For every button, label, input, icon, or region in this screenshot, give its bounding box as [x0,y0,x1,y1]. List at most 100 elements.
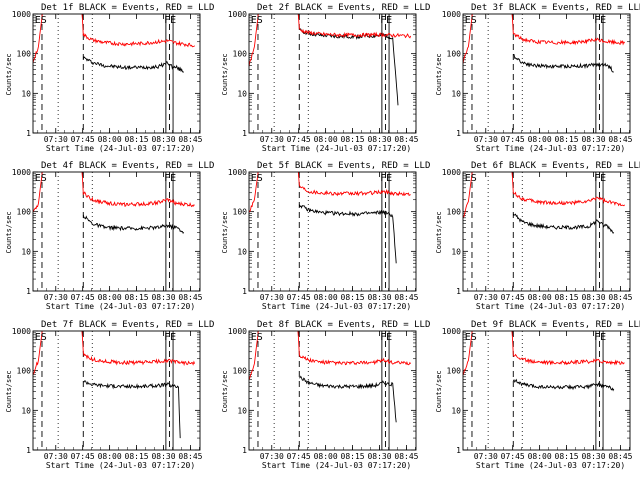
y-tick-label: 10 [237,89,247,98]
x-tick-label: 08:45 [608,135,632,144]
series-lld [463,14,625,65]
y-tick-label: 1 [26,287,31,296]
x-tick-label: 08:45 [178,135,202,144]
series-lld [33,14,195,64]
x-axis-label: Start Time (24-Jul-03 07:17:20) [476,144,625,153]
x-axis-label: Start Time (24-Jul-03 07:17:20) [46,302,195,311]
x-tick-label: 08:30 [581,452,605,461]
y-tick-label: 10 [21,89,31,98]
y-tick-label: 10 [21,406,31,415]
annotation-fe: FE [164,173,176,184]
y-tick-label: 1000 [228,327,247,336]
annotation-fe: FE [594,332,606,343]
chart-det-2f: Det 2f BLACK = Events, RED = LLD Counts/s… [221,3,430,153]
y-axis-label: Counts/sec [221,370,229,412]
annotation-fe: FE [380,15,392,26]
x-tick-label: 07:45 [71,293,95,302]
chart-title: Det 6f BLACK = Events, RED = LLD [471,161,640,171]
x-tick-label: 07:45 [501,452,525,461]
plot-frame [462,13,631,134]
y-tick-label: 1 [242,129,247,138]
y-tick-label: 1 [456,446,461,455]
series-events [513,53,614,73]
x-tick-label: 07:45 [71,452,95,461]
series-events [299,27,399,106]
x-tick-label: 08:30 [367,135,391,144]
annotation-es: ES [465,15,477,26]
y-tick-label: 1000 [442,10,461,19]
y-tick-label: 100 [233,50,248,59]
x-axis-label: Start Time (24-Jul-03 07:17:20) [46,461,195,470]
y-tick-label: 100 [17,50,32,59]
x-tick-label: 08:00 [98,452,122,461]
x-tick-label: 07:30 [260,293,284,302]
series-lld [463,172,625,218]
plot-frame [248,171,417,292]
x-tick-label: 07:45 [287,293,311,302]
x-axis-label: Start Time (24-Jul-03 07:17:20) [262,302,411,311]
y-tick-label: 1000 [12,168,31,177]
x-tick-label: 07:45 [501,293,525,302]
chart-det-6f: Det 6f BLACK = Events, RED = LLD Counts/s… [435,161,640,311]
x-tick-label: 08:00 [528,293,552,302]
y-axis-label: Counts/sec [221,53,229,95]
y-axis-label: Counts/sec [435,53,443,95]
annotation-fe: FE [594,173,606,184]
y-tick-label: 10 [451,89,461,98]
y-tick-label: 1 [456,287,461,296]
y-tick-label: 1 [26,446,31,455]
x-tick-label: 07:30 [474,135,498,144]
x-tick-label: 07:45 [71,135,95,144]
chart-det-3f: Det 3f BLACK = Events, RED = LLD Counts/s… [435,3,640,153]
plot-frame [462,171,631,292]
y-tick-label: 100 [447,367,462,376]
annotation-fe: FE [164,15,176,26]
y-axis-label: Counts/sec [5,211,13,253]
series-lld [33,172,195,213]
x-tick-label: 07:45 [287,135,311,144]
x-tick-label: 07:30 [474,293,498,302]
x-tick-label: 08:45 [178,452,202,461]
y-axis-label: Counts/sec [435,211,443,253]
annotation-es: ES [251,15,263,26]
x-axis-label: Start Time (24-Jul-03 07:17:20) [476,302,625,311]
y-axis-label: Counts/sec [221,211,229,253]
x-tick-label: 08:00 [528,452,552,461]
chart-det-8f: Det 8f BLACK = Events, RED = LLD Counts/s… [221,320,430,470]
x-tick-label: 07:30 [260,452,284,461]
x-tick-label: 08:45 [394,135,418,144]
x-tick-label: 08:15 [555,452,579,461]
y-axis-label: Counts/sec [5,53,13,95]
x-tick-label: 07:30 [44,293,68,302]
x-tick-label: 08:15 [555,293,579,302]
series-events [82,214,185,234]
annotation-fe: FE [164,332,176,343]
annotation-fe: FE [380,173,392,184]
annotation-es: ES [465,173,477,184]
x-tick-label: 08:15 [341,293,365,302]
series-events [299,375,397,423]
x-tick-label: 08:00 [528,135,552,144]
chart-det-5f: Det 5f BLACK = Events, RED = LLD Counts/s… [221,161,430,311]
annotation-es: ES [35,173,47,184]
x-tick-label: 08:45 [394,293,418,302]
x-tick-label: 08:15 [125,293,149,302]
series-events [512,213,615,234]
x-axis-label: Start Time (24-Jul-03 07:17:20) [262,461,411,470]
x-tick-label: 08:15 [125,452,149,461]
x-tick-label: 07:45 [501,135,525,144]
chart-title: Det 7f BLACK = Events, RED = LLD [41,320,214,330]
x-tick-label: 08:00 [98,293,122,302]
chart-title: Det 5f BLACK = Events, RED = LLD [257,161,430,171]
plot-frame [32,171,201,292]
annotation-es: ES [465,332,477,343]
y-tick-label: 1000 [12,10,31,19]
plot-frame [32,13,201,134]
chart-title: Det 1f BLACK = Events, RED = LLD [41,3,214,13]
x-tick-label: 07:45 [287,452,311,461]
chart-title: Det 2f BLACK = Events, RED = LLD [257,3,430,13]
x-tick-label: 08:45 [608,293,632,302]
y-tick-label: 100 [447,208,462,217]
series-lld [33,331,196,375]
